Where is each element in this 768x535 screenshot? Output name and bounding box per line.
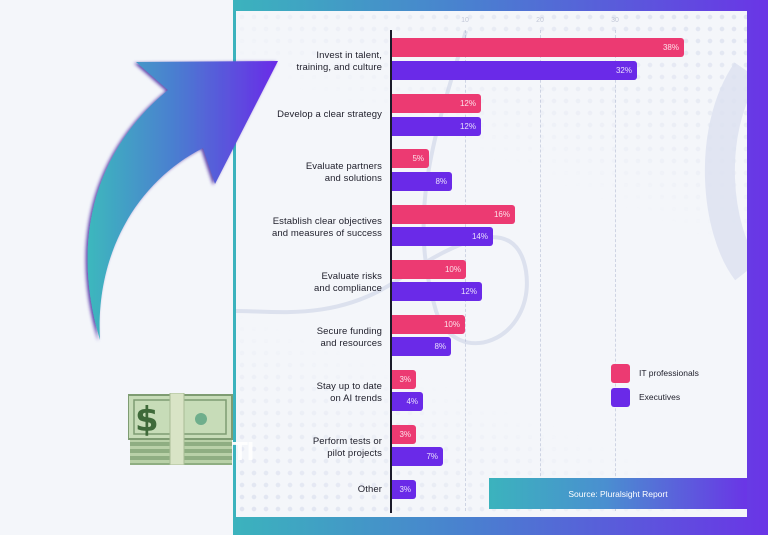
tick-label: 30: [611, 17, 619, 24]
category-line: and measures of success: [271, 228, 382, 239]
legend-item-executives: Executives: [611, 385, 699, 409]
bar-it-professionals: 10%: [392, 315, 465, 334]
category-label: Evaluate partners and solutions: [222, 161, 382, 185]
bar-value: 3%: [399, 375, 411, 384]
bar-value: 32%: [615, 66, 632, 75]
bar-it-professionals: 3%: [392, 425, 416, 444]
source-text: Source: Pluralsight Report: [568, 488, 668, 499]
category-label: Stay up to date on AI trends: [222, 381, 382, 405]
category-label: Invest in talent, training, and culture: [222, 50, 382, 74]
y-axis: [390, 30, 392, 513]
bar-it-professionals: 38%: [392, 38, 684, 57]
bar-value: 14%: [471, 232, 488, 241]
category-line: pilot projects: [327, 448, 382, 459]
category-line: Other: [357, 484, 382, 495]
bar-it-professionals: 3%: [392, 370, 416, 389]
bar-executives: 3%: [392, 480, 416, 499]
category-label: Establish clear objectives and measures …: [222, 216, 382, 240]
bar-value: 10%: [443, 320, 460, 329]
bar-value: 12%: [459, 99, 476, 108]
category-line: Invest in talent,: [316, 50, 382, 61]
bar-it-professionals: 12%: [392, 94, 481, 113]
bar-it-professionals: 10%: [392, 260, 466, 279]
category-label: Develop a clear strategy: [222, 109, 382, 121]
category-line: and resources: [320, 338, 382, 349]
bar-value: 4%: [406, 397, 418, 406]
category-line: Secure funding: [316, 326, 382, 337]
bar-value: 5%: [412, 154, 424, 163]
category-line: Establish clear objectives: [272, 216, 382, 227]
bar-executives: 14%: [392, 227, 493, 246]
bar-it-professionals: 16%: [392, 205, 515, 224]
category-line: and solutions: [324, 173, 382, 184]
legend-label: IT professionals: [639, 368, 699, 378]
dot-pattern: [236, 11, 747, 517]
bar-executives: 12%: [392, 282, 482, 301]
money-stack-icon: $: [128, 393, 233, 465]
legend-label: Executives: [639, 392, 681, 402]
bar-it-professionals: 5%: [392, 149, 429, 168]
tick-label: 20: [536, 17, 544, 24]
legend-swatch: [611, 387, 630, 407]
bar-executives: 32%: [392, 61, 637, 80]
legend: IT professionals Executives: [611, 361, 699, 409]
category-line: on AI trends: [330, 393, 382, 404]
chart-panel: [236, 11, 747, 517]
category-line: Develop a clear strategy: [277, 109, 382, 120]
bar-executives: 8%: [392, 172, 452, 191]
background-swirl: [236, 30, 747, 345]
gridline-30: [615, 30, 616, 511]
bar-value: 38%: [662, 43, 679, 52]
bar-executives: 8%: [392, 337, 451, 356]
bar-value: 7%: [426, 452, 438, 461]
bar-value: 16%: [493, 210, 510, 219]
legend-item-it-professionals: IT professionals: [611, 361, 699, 385]
bar-value: 3%: [399, 430, 411, 439]
bar-executives: 4%: [392, 392, 423, 411]
category-line: training, and culture: [296, 62, 382, 73]
source-banner: Source: Pluralsight Report: [489, 478, 747, 509]
tick-label: 10: [461, 17, 469, 24]
category-line: Evaluate risks: [321, 271, 382, 282]
gridline-20: [540, 30, 541, 511]
bar-executives: 12%: [392, 117, 481, 136]
category-line: Stay up to date: [316, 381, 382, 392]
bar-value: 12%: [459, 122, 476, 131]
overlay-text: TI: [232, 436, 254, 466]
category-line: Perform tests or: [312, 436, 382, 447]
bar-value: 12%: [460, 287, 477, 296]
category-label: Secure funding and resources: [222, 326, 382, 350]
bar-value: 10%: [444, 265, 461, 274]
category-label: Other: [222, 484, 382, 496]
category-label: Evaluate risks and compliance: [222, 271, 382, 295]
curved-arrow-icon: [87, 61, 278, 340]
bar-value: 3%: [399, 485, 411, 494]
svg-text:$: $: [135, 400, 159, 440]
category-label: Perform tests or pilot projects: [222, 436, 382, 460]
bar-value: 8%: [434, 342, 446, 351]
category-line: and compliance: [314, 283, 382, 294]
bar-executives: 7%: [392, 447, 443, 466]
category-line: Evaluate partners: [305, 161, 382, 172]
bar-value: 8%: [435, 177, 447, 186]
legend-swatch: [611, 363, 630, 383]
